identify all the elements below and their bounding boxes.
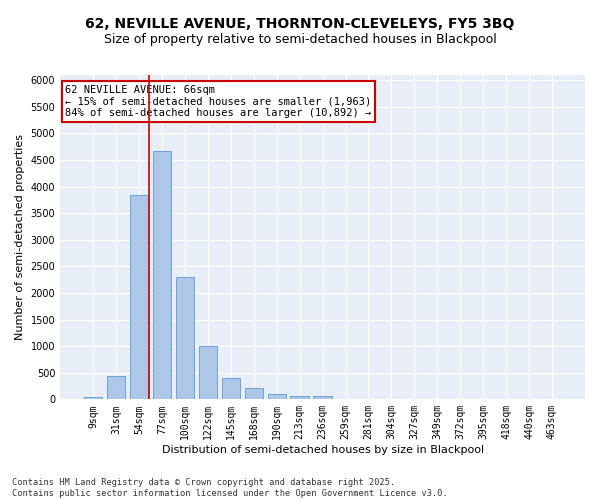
Text: Size of property relative to semi-detached houses in Blackpool: Size of property relative to semi-detach…	[104, 32, 496, 46]
Bar	[199, 346, 217, 400]
Bar	[107, 376, 125, 400]
Text: 62 NEVILLE AVENUE: 66sqm
← 15% of semi-detached houses are smaller (1,963)
84% o: 62 NEVILLE AVENUE: 66sqm ← 15% of semi-d…	[65, 84, 371, 118]
Bar	[268, 394, 286, 400]
Bar	[176, 277, 194, 400]
Y-axis label: Number of semi-detached properties: Number of semi-detached properties	[15, 134, 25, 340]
X-axis label: Distribution of semi-detached houses by size in Blackpool: Distribution of semi-detached houses by …	[161, 445, 484, 455]
Bar	[221, 378, 240, 400]
Bar	[84, 396, 103, 400]
Bar	[245, 388, 263, 400]
Bar	[130, 194, 148, 400]
Bar	[290, 396, 309, 400]
Bar	[313, 396, 332, 400]
Bar	[153, 150, 171, 400]
Text: 62, NEVILLE AVENUE, THORNTON-CLEVELEYS, FY5 3BQ: 62, NEVILLE AVENUE, THORNTON-CLEVELEYS, …	[85, 18, 515, 32]
Text: Contains HM Land Registry data © Crown copyright and database right 2025.
Contai: Contains HM Land Registry data © Crown c…	[12, 478, 448, 498]
